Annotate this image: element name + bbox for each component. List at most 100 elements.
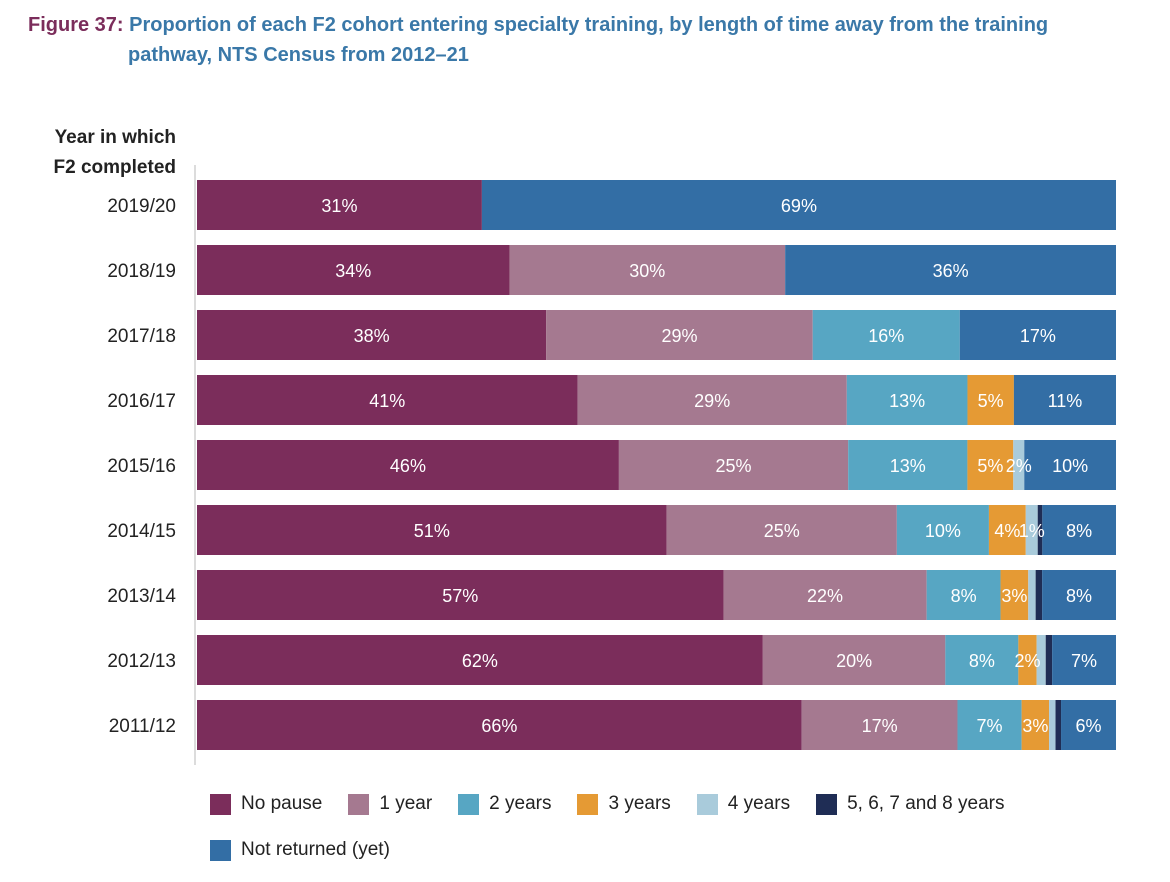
- bar-segment: [812, 310, 960, 360]
- data-label: 8%: [969, 651, 995, 671]
- data-label: 4%: [994, 521, 1020, 541]
- category-label: 2017/18: [107, 326, 176, 347]
- legend-item: Not returned (yet): [210, 839, 390, 861]
- category-label: 2011/12: [109, 716, 176, 737]
- bar-segment: [197, 375, 578, 425]
- figure-title: Figure 37: Proportion of each F2 cohort …: [28, 10, 1138, 70]
- data-label: 5%: [977, 456, 1003, 476]
- bar-segment: [967, 375, 1014, 425]
- bar-segment: [1021, 700, 1050, 750]
- legend-label: No pause: [241, 793, 323, 814]
- y-axis-title-line1: Year in which: [55, 127, 176, 148]
- category-label: 2013/14: [107, 586, 176, 607]
- bar-segment: [723, 570, 927, 620]
- data-label: 46%: [390, 456, 426, 476]
- data-label: 5%: [978, 391, 1004, 411]
- data-label: 6%: [1076, 716, 1102, 736]
- bar-segment: [785, 245, 1116, 295]
- bar-segment: [959, 310, 1116, 360]
- bar-segment: [967, 440, 1014, 490]
- data-label: 25%: [716, 456, 752, 476]
- bar-segment: [197, 310, 547, 360]
- data-label: 30%: [629, 261, 665, 281]
- y-axis-title-line2: F2 completed: [54, 157, 176, 178]
- bar-segment: [762, 635, 946, 685]
- legend-label: 1 year: [379, 793, 433, 814]
- data-label: 31%: [321, 196, 357, 216]
- bar-segment: [1013, 440, 1025, 490]
- figure-title-line2: pathway, NTS Census from 2012–21: [128, 44, 469, 66]
- bar-segment: [848, 440, 968, 490]
- category-label: 2016/17: [107, 391, 176, 412]
- bar-segment: [1042, 570, 1116, 620]
- bar-segment: [945, 635, 1019, 685]
- legend-swatch: [577, 793, 599, 815]
- bar-segment: [197, 180, 482, 230]
- legend-swatch: [816, 793, 838, 815]
- bar-segment: [577, 375, 847, 425]
- data-label: 10%: [1052, 456, 1088, 476]
- data-label: 69%: [781, 196, 817, 216]
- data-label: 29%: [661, 326, 697, 346]
- category-label: 2014/15: [107, 521, 176, 542]
- bar-segment: [1025, 505, 1038, 555]
- bar-segment: [197, 440, 619, 490]
- data-label: 66%: [481, 716, 517, 736]
- bar-segment: [801, 700, 958, 750]
- data-label: 41%: [369, 391, 405, 411]
- bar-segment: [1035, 570, 1043, 620]
- category-label: 2012/13: [107, 651, 176, 672]
- legend-item: 3 years: [577, 793, 671, 815]
- bar-segment: [197, 635, 763, 685]
- legend-swatch: [210, 793, 231, 815]
- bar-segment: [1024, 440, 1116, 490]
- data-label: 2%: [1014, 651, 1040, 671]
- data-label: 34%: [335, 261, 371, 281]
- bar-segment: [509, 245, 786, 295]
- category-label: 2015/16: [107, 456, 176, 477]
- bar-segment: [988, 505, 1026, 555]
- legend-label: 4 years: [727, 793, 791, 814]
- legend-row: No pause 1 year 2 years 3 years 4 years 5, 6,…: [210, 790, 1110, 818]
- data-label: 62%: [462, 651, 498, 671]
- legend-item: No pause: [210, 793, 322, 815]
- data-label: 8%: [1066, 521, 1092, 541]
- stacked-bar-chart: Year in which F2 completed 2019/20 31% 69% 20…: [54, 127, 1116, 765]
- legend-label: 3 years: [608, 793, 671, 814]
- figure-title-line1: Proportion of each F2 cohort entering sp…: [129, 14, 1049, 36]
- bar-segment: [197, 245, 510, 295]
- legend-item: 2 years: [458, 793, 551, 815]
- data-label: 29%: [694, 391, 730, 411]
- bar-segment: [197, 570, 724, 620]
- data-label: 7%: [1071, 651, 1097, 671]
- data-label: 8%: [1066, 586, 1092, 606]
- bar-segment: [1045, 635, 1053, 685]
- bar-segment: [1037, 505, 1043, 555]
- bar-segment: [1049, 700, 1056, 750]
- legend-swatch: [348, 793, 370, 815]
- bar-segment: [618, 440, 849, 490]
- data-label: 57%: [442, 586, 478, 606]
- data-label: 3%: [1022, 716, 1048, 736]
- data-label: 16%: [868, 326, 904, 346]
- data-label: 13%: [890, 456, 926, 476]
- legend-label: 5, 6, 7 and 8 years: [847, 793, 1005, 814]
- data-label: 13%: [889, 391, 925, 411]
- data-label: 36%: [933, 261, 969, 281]
- bar-segment: [1055, 700, 1062, 750]
- data-label: 10%: [925, 521, 961, 541]
- bar-segment: [957, 700, 1022, 750]
- bar-segment: [1013, 375, 1116, 425]
- legend-swatch: [696, 793, 718, 815]
- bar-segment: [481, 180, 1116, 230]
- data-label: 51%: [414, 521, 450, 541]
- category-label: 2018/19: [107, 261, 176, 282]
- chart-legend: No pause 1 year 2 years 3 years 4 years 5, 6,…: [210, 790, 1110, 882]
- data-label: 17%: [1020, 326, 1056, 346]
- legend-item: 1 year: [348, 793, 432, 815]
- bar-segment: [1028, 570, 1036, 620]
- data-label: 22%: [807, 586, 843, 606]
- data-label: 2%: [1006, 456, 1032, 476]
- bar-segment: [1000, 570, 1029, 620]
- bar-segment: [896, 505, 989, 555]
